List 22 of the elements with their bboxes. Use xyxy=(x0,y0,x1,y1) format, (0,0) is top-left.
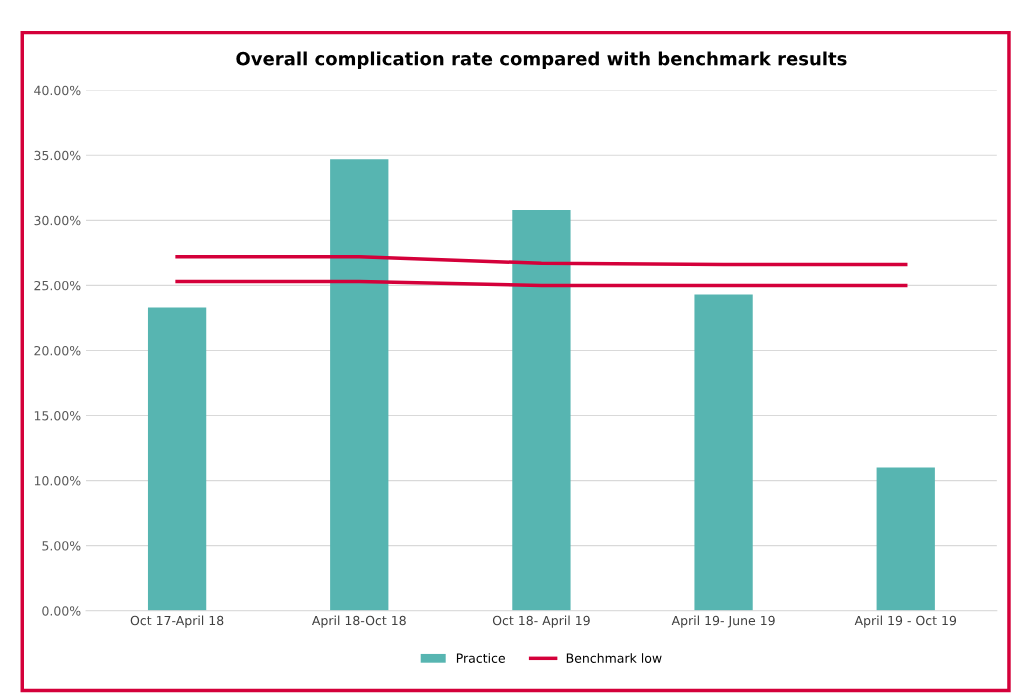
chart-title: Overall complication rate compared with benchmark results xyxy=(236,51,847,69)
y-tick-label: 20.00% xyxy=(34,345,81,356)
x-tick-label: April 19- June 19 xyxy=(671,615,775,628)
bar xyxy=(147,307,207,611)
bar xyxy=(694,294,753,611)
x-tick-label: April 19 - Oct 19 xyxy=(854,615,957,628)
bar xyxy=(876,467,935,611)
y-tick-label: 35.00% xyxy=(34,150,81,161)
y-tick-label: 15.00% xyxy=(34,411,81,421)
y-tick-label: 30.00% xyxy=(34,215,81,226)
y-tick-label: 25.00% xyxy=(34,280,81,291)
bar xyxy=(512,209,571,611)
legend-label: Benchmark low xyxy=(566,653,662,663)
y-tick-label: 40.00% xyxy=(34,85,81,96)
legend-label: Practice xyxy=(456,653,505,663)
y-tick-label: 0.00% xyxy=(42,606,81,616)
y-tick-label: 10.00% xyxy=(34,476,81,486)
x-tick-label: Oct 18- April 19 xyxy=(492,615,590,628)
x-tick-label: Oct 17-April 18 xyxy=(130,615,224,628)
x-tick-label: April 18-Oct 18 xyxy=(311,615,406,628)
bar xyxy=(330,159,389,611)
y-tick-label: 5.00% xyxy=(42,541,81,551)
